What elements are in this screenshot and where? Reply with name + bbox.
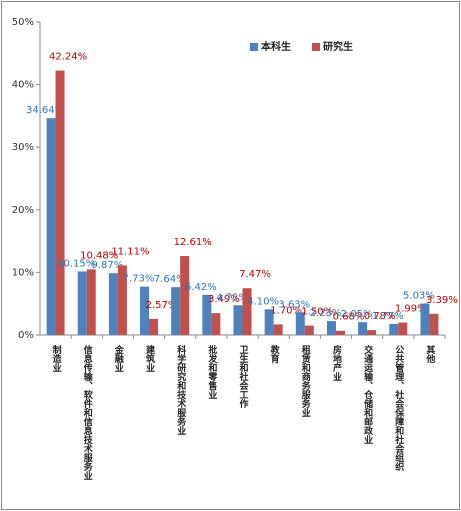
data-label: 3.39% bbox=[426, 295, 458, 306]
y-tick-label: 50% bbox=[12, 17, 34, 28]
bar bbox=[264, 309, 274, 335]
bar bbox=[117, 265, 127, 335]
bar bbox=[273, 324, 283, 335]
x-tick-label: 教育 bbox=[269, 344, 281, 364]
bar bbox=[335, 330, 345, 335]
x-tick-label: 公共管理、社会保障和社会组织 bbox=[393, 345, 405, 472]
x-tick-label: 批发和零售业 bbox=[206, 344, 218, 399]
bar bbox=[171, 287, 181, 335]
x-tick-label: 其他 bbox=[424, 344, 436, 364]
bar bbox=[211, 313, 221, 335]
data-label: 3.49% bbox=[208, 294, 240, 305]
data-label: 0.78% bbox=[364, 311, 396, 322]
data-label: 6.42% bbox=[185, 282, 217, 293]
data-label: 4.75% bbox=[216, 292, 248, 303]
y-tick-label: 10% bbox=[12, 267, 34, 278]
bar bbox=[398, 322, 408, 335]
data-label: 12.61% bbox=[174, 237, 212, 248]
legend-label: 研究生 bbox=[323, 40, 353, 53]
data-label: 1.70% bbox=[270, 305, 302, 316]
bar bbox=[420, 303, 430, 335]
data-label: 9.87% bbox=[91, 260, 123, 271]
data-label: 10.48% bbox=[80, 250, 118, 261]
bar bbox=[304, 325, 314, 335]
data-label: 7.64% bbox=[154, 274, 186, 285]
bar bbox=[86, 269, 96, 335]
bar bbox=[326, 321, 336, 335]
bar bbox=[46, 118, 56, 336]
y-tick-label: 40% bbox=[12, 80, 34, 91]
bar bbox=[429, 313, 439, 335]
data-label: 1.50% bbox=[301, 307, 333, 318]
bar bbox=[358, 322, 368, 335]
bar bbox=[108, 273, 118, 335]
x-tick-label: 卫生和社会工作 bbox=[238, 345, 250, 409]
legend-label: 本科生 bbox=[261, 40, 291, 53]
bar bbox=[367, 330, 377, 335]
bar bbox=[149, 318, 159, 335]
x-tick-label: 交通运输、仓储和邮政业 bbox=[362, 344, 374, 444]
bar bbox=[242, 288, 252, 335]
data-label: 11.11% bbox=[111, 246, 149, 257]
data-label: 2.05% bbox=[341, 309, 373, 320]
y-tick-label: 30% bbox=[12, 142, 34, 153]
data-label: 3.63% bbox=[278, 299, 310, 310]
bar bbox=[295, 312, 305, 335]
bar bbox=[140, 286, 150, 335]
data-label: 5.03% bbox=[403, 291, 435, 302]
data-label: 42.24% bbox=[49, 52, 87, 63]
data-label: 2.23% bbox=[310, 308, 342, 319]
data-label: 1.99% bbox=[395, 304, 427, 315]
x-tick-label: 制造业 bbox=[51, 344, 62, 372]
data-label: 2.57% bbox=[146, 300, 178, 311]
y-tick-label: 20% bbox=[12, 205, 34, 216]
data-label: 0.68% bbox=[333, 312, 365, 323]
x-tick-label: 房地产业 bbox=[331, 344, 342, 381]
data-label: 4.10% bbox=[247, 296, 279, 307]
x-tick-label: 科学研究和技术服务业 bbox=[175, 344, 187, 435]
legend-swatch bbox=[312, 43, 320, 51]
x-tick-label: 建筑业 bbox=[144, 344, 155, 372]
x-tick-label: 信息传输、软件和信息技术服务业 bbox=[82, 344, 94, 480]
data-label: 1.77% bbox=[372, 311, 404, 322]
data-label: 10.15% bbox=[57, 258, 95, 269]
bar bbox=[77, 271, 87, 335]
data-label: 7.47% bbox=[239, 269, 271, 280]
bar bbox=[180, 256, 190, 335]
bar bbox=[389, 323, 399, 335]
bar bbox=[202, 294, 212, 335]
data-label: 34.64% bbox=[26, 105, 64, 116]
x-tick-label: 金融业 bbox=[113, 344, 125, 372]
y-tick-label: 0% bbox=[18, 330, 34, 341]
bar bbox=[233, 305, 243, 335]
bar bbox=[55, 70, 65, 335]
data-label: 7.73% bbox=[123, 274, 155, 285]
x-tick-label: 租赁和商务服务业 bbox=[300, 344, 312, 417]
legend-swatch bbox=[250, 43, 258, 51]
